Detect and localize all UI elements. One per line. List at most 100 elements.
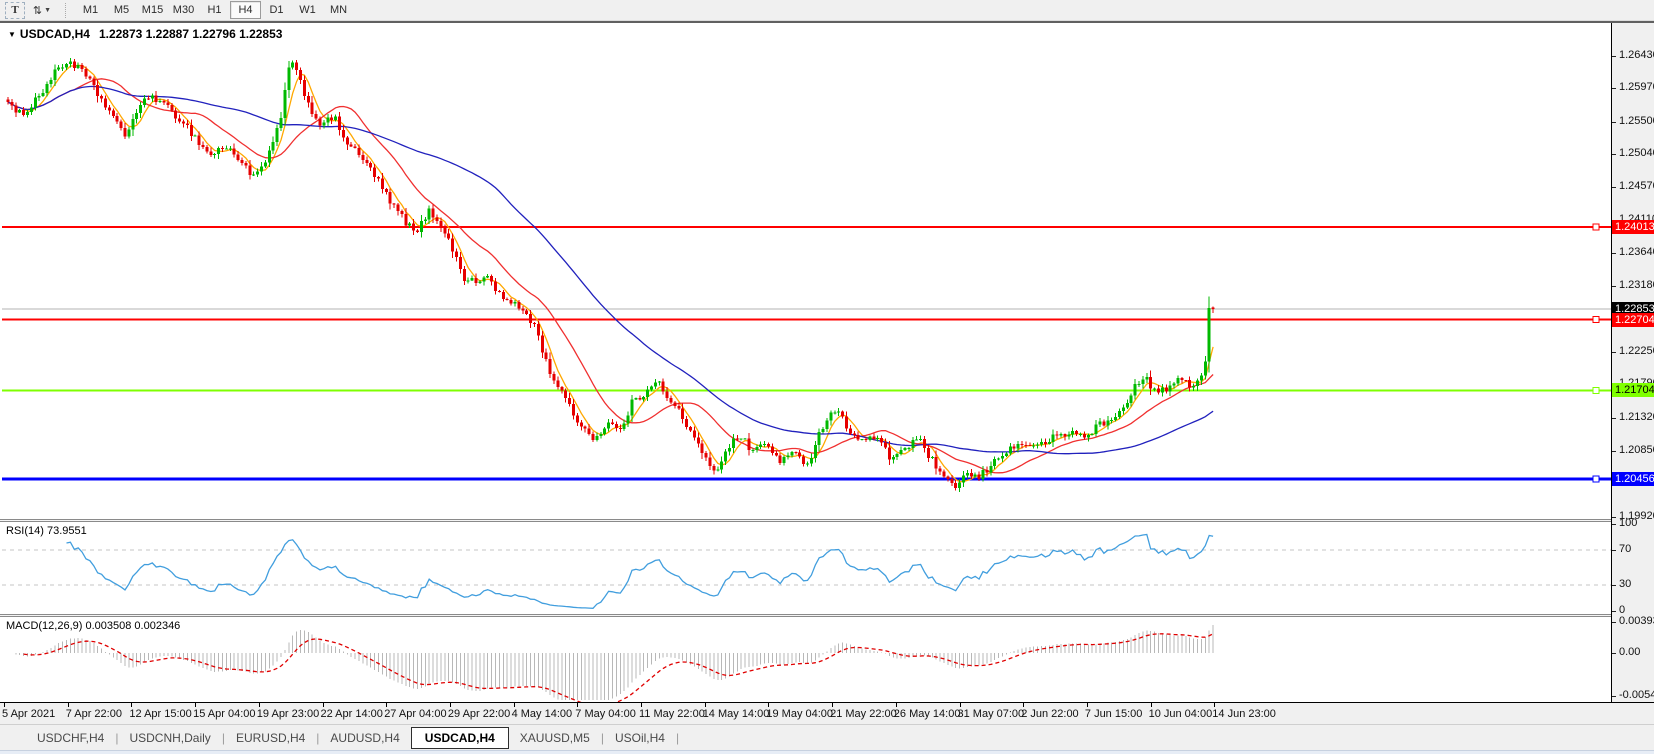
- macd-axis-tick: [1612, 696, 1616, 698]
- time-axis-tick: [895, 703, 897, 707]
- y-axis-label: 1.23640: [1619, 246, 1654, 259]
- x-axis-label: 2 Jun 22:00: [1021, 708, 1079, 720]
- time-axis-tick: [768, 703, 770, 707]
- timeframe-button-m1[interactable]: M1: [82, 4, 99, 16]
- rsi-axis-tick: [1612, 523, 1616, 525]
- macd-axis-label: 0.00: [1619, 646, 1641, 658]
- time-axis-tick: [67, 703, 69, 707]
- panel-separator[interactable]: [0, 519, 1611, 522]
- time-axis-tick: [386, 703, 388, 707]
- x-axis-label: 14 May 14:00: [702, 708, 770, 720]
- x-axis-label: 7 May 04:00: [575, 708, 636, 720]
- timeframe-group: M1 M5 M15 M30 H1 H4 D1 W1 MN: [75, 1, 354, 19]
- x-axis-label: 27 Apr 04:00: [384, 708, 447, 720]
- chart-tab-audusd[interactable]: AUDUSD,H4: [330, 730, 400, 745]
- macd-axis-label: 0.003936: [1619, 614, 1654, 627]
- time-axis-tick: [195, 703, 197, 707]
- price-axis-tick: [1612, 351, 1616, 353]
- macd-axis-label: -0.00547: [1619, 689, 1654, 702]
- x-axis-label: 12 Apr 15:00: [129, 708, 192, 720]
- chart-symbol-label: USDCAD,H4: [19, 27, 90, 41]
- tab-separator: |: [221, 730, 225, 745]
- chart-tab-usdcnh[interactable]: USDCNH,Daily: [129, 730, 211, 745]
- y-axis-label: 1.19920: [1619, 509, 1654, 522]
- chart-frame-top: [0, 21, 1654, 23]
- x-axis-label: 7 Jun 15:00: [1084, 708, 1143, 720]
- candlestick-chart[interactable]: [0, 23, 1611, 519]
- rsi-axis-label: 100: [1619, 516, 1638, 529]
- tab-separator: |: [600, 730, 604, 745]
- price-line-label: 1.24013: [1612, 219, 1654, 234]
- time-axis-tick: [1086, 703, 1088, 707]
- rsi-axis-label: 30: [1619, 578, 1632, 590]
- text-tool-button[interactable]: T: [5, 1, 25, 19]
- chevron-down-icon: ▼: [44, 6, 52, 14]
- timeframe-button-m15[interactable]: M15: [141, 4, 164, 16]
- time-axis-tick: [641, 703, 642, 707]
- price-axis-tick: [1612, 154, 1616, 156]
- y-axis-label: 1.20850: [1619, 443, 1654, 456]
- time-axis-tick: [577, 703, 579, 707]
- time-axis-tick: [704, 703, 706, 707]
- x-axis-label: 5 Apr 2021: [2, 708, 56, 720]
- time-axis-tick: [1214, 703, 1216, 707]
- tab-separator: |: [115, 730, 119, 745]
- x-axis-label: 29 Apr 22:00: [447, 708, 511, 720]
- x-axis-label: 22 Apr 14:00: [320, 708, 383, 720]
- panel-separator[interactable]: [0, 614, 1611, 617]
- x-axis-label: 21 May 22:00: [830, 708, 897, 720]
- chart-tab-eurusd[interactable]: EURUSD,H4: [235, 730, 306, 745]
- chart-tab-xauusd[interactable]: XAUUSD,M5: [519, 730, 590, 745]
- current-price-label: 1.22853: [1612, 302, 1654, 317]
- price-axis-tick: [1612, 253, 1616, 255]
- y-axis-label: 1.25040: [1619, 147, 1654, 160]
- price-line-label: 1.22704: [1612, 312, 1654, 327]
- price-axis-tick: [1612, 121, 1616, 123]
- y-axis-label: 1.26430: [1619, 48, 1654, 61]
- rsi-panel[interactable]: [0, 522, 1611, 614]
- price-axis-tick: [1612, 88, 1616, 90]
- chart-tab-usdchf[interactable]: USDCHF,H4: [37, 730, 105, 745]
- price-line-label: 1.21704: [1612, 383, 1654, 398]
- timeframe-button-m5[interactable]: M5: [113, 4, 130, 16]
- time-axis-tick: [322, 703, 324, 707]
- price-axis-tick: [1612, 55, 1616, 57]
- timeframe-button-w1[interactable]: W1: [299, 4, 316, 16]
- price-axis[interactable]: 1.264301.259701.255001.250401.245701.241…: [1611, 23, 1654, 702]
- tab-separator: |: [316, 730, 320, 745]
- timeframe-button-h1[interactable]: H1: [207, 4, 222, 16]
- time-axis[interactable]: 5 Apr 2021 7 Apr 22:00 12 Apr 15:00 15 Apr …: [0, 702, 1654, 724]
- chart-tab-usdcad[interactable]: USDCAD,H4: [410, 726, 509, 749]
- rsi-axis-label: 0: [1619, 604, 1626, 617]
- timeframe-button-h4[interactable]: H4: [230, 1, 261, 19]
- time-axis-tick: [131, 703, 133, 707]
- rsi-axis-tick: [1612, 550, 1616, 551]
- main-toolbar: T ⇅ ▼ M1 M5 M15 M30 H1 H4 D1 W1 MN: [0, 0, 1654, 21]
- timeframe-button-d1[interactable]: D1: [269, 4, 284, 16]
- macd-panel[interactable]: [0, 617, 1611, 702]
- y-axis-label: 1.25500: [1619, 114, 1654, 127]
- x-axis-label: 11 May 22:00: [639, 708, 705, 720]
- time-axis-tick: [513, 703, 515, 707]
- chart-dropdown-icon[interactable]: ▼: [8, 30, 16, 39]
- time-axis-tick: [1023, 703, 1025, 707]
- chart-tab-bar: USDCHF,H4 | USDCNH,Daily | EURUSD,H4 | AUDUSD,…: [0, 724, 1654, 750]
- chart-header: ▼ USDCAD,H4 1.22873 1.22887 1.22796 1.2285…: [8, 27, 282, 41]
- time-axis-tick: [832, 703, 834, 707]
- timeframe-button-mn[interactable]: MN: [329, 4, 348, 16]
- timeframe-button-m30[interactable]: M30: [172, 4, 195, 16]
- time-axis-tick: [1150, 703, 1152, 707]
- y-axis-label: 1.21320: [1619, 410, 1654, 423]
- rsi-axis-tick: [1612, 585, 1616, 586]
- macd-axis-tick: [1612, 621, 1616, 623]
- arrows-tool-button[interactable]: ⇅ ▼: [27, 2, 57, 19]
- status-strip: [0, 750, 1654, 754]
- y-axis-label: 1.23180: [1619, 278, 1654, 291]
- y-axis-label: 1.22250: [1619, 344, 1654, 357]
- macd-axis-tick: [1612, 653, 1616, 654]
- chart-tab-usoil[interactable]: USOil,H4: [614, 730, 665, 745]
- rsi-axis-tick: [1612, 611, 1616, 613]
- x-axis-label: 15 Apr 04:00: [193, 708, 256, 720]
- x-axis-label: 19 May 04:00: [766, 708, 834, 720]
